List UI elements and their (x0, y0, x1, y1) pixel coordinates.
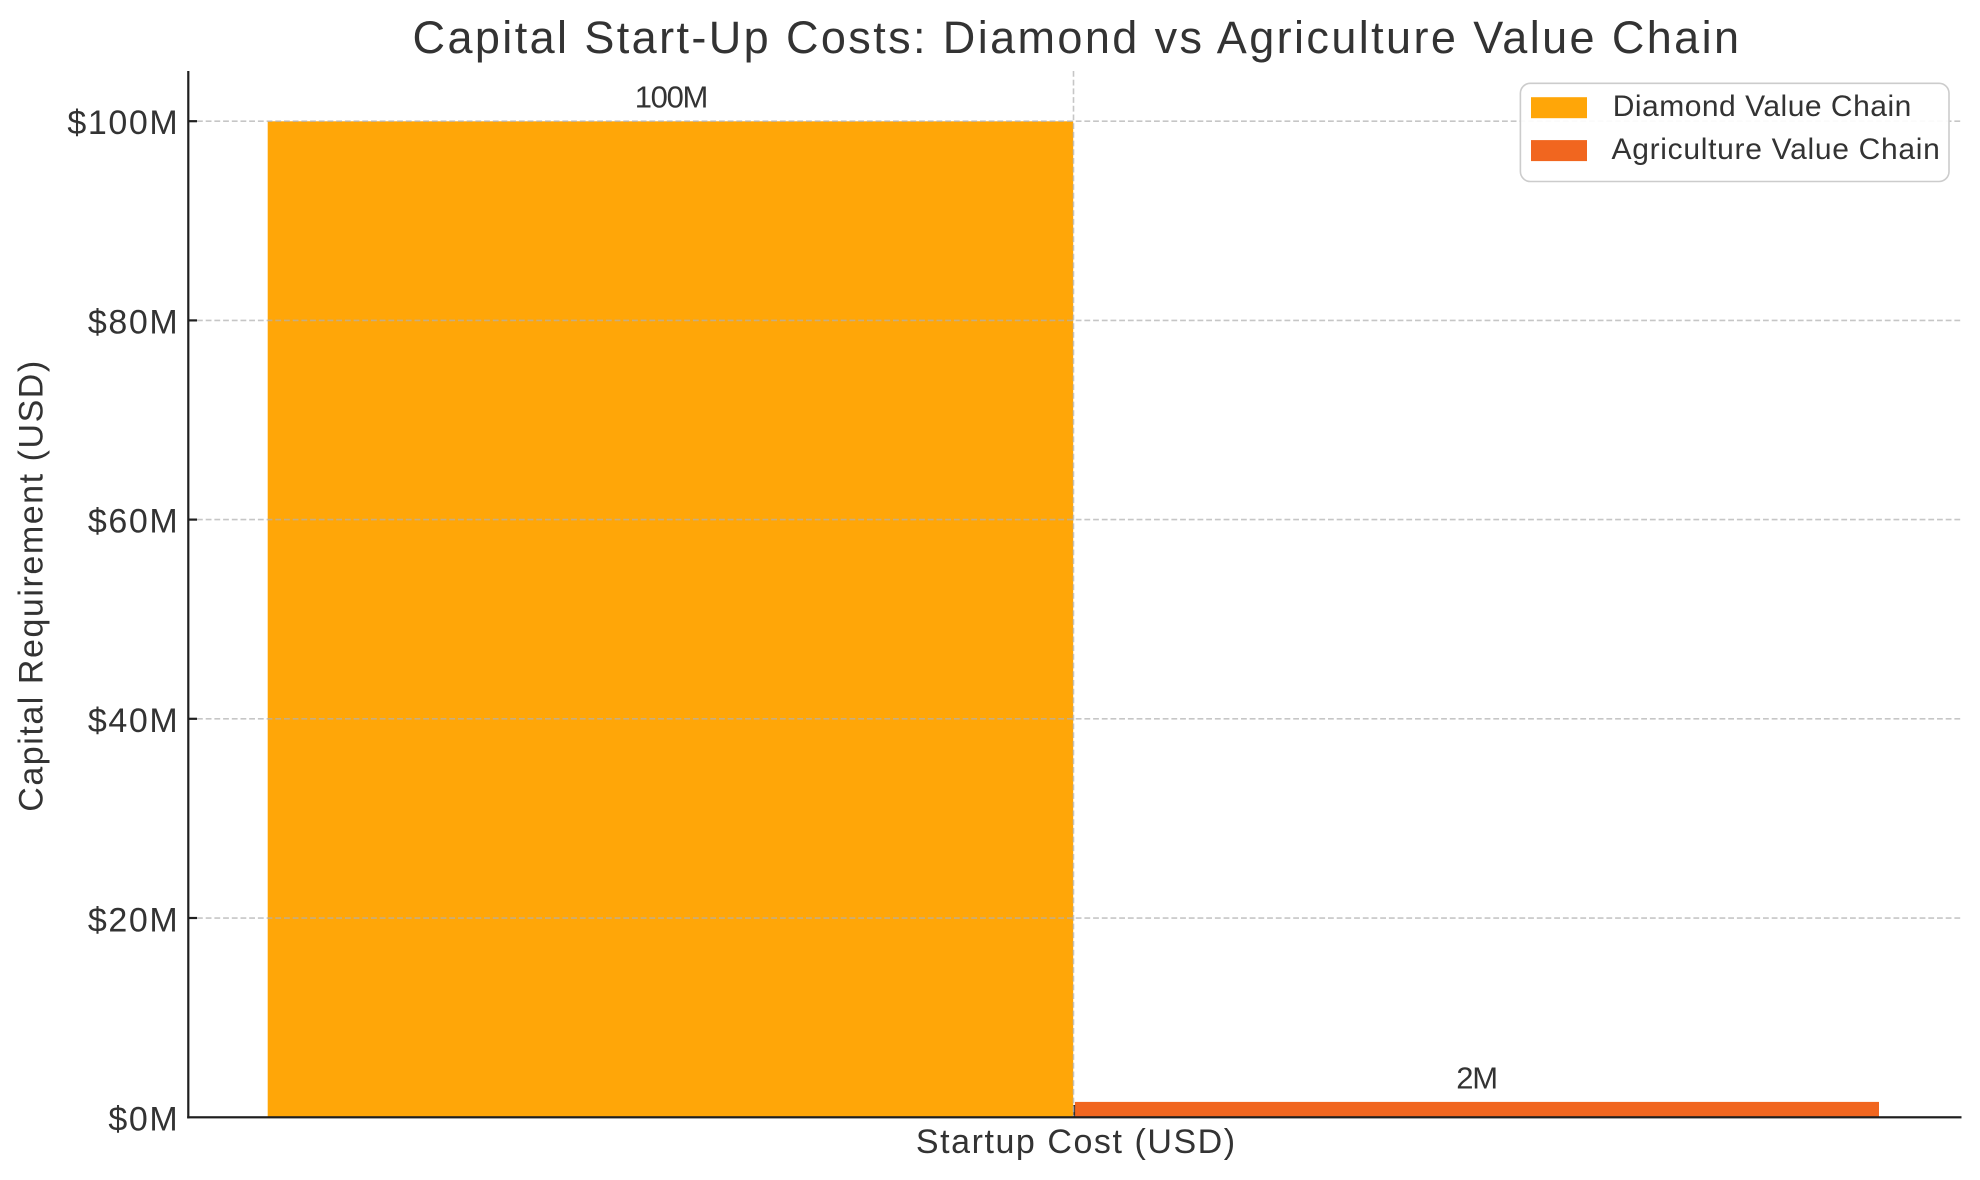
svg-text:$100M: $100M (67, 104, 179, 142)
svg-text:Capital Requirement (USD): Capital Requirement (USD) (13, 359, 51, 812)
svg-text:Startup Cost (USD): Startup Cost (USD) (916, 1123, 1237, 1161)
svg-text:$80M: $80M (88, 303, 179, 341)
svg-text:Diamond Value Chain: Diamond Value Chain (1613, 90, 1912, 123)
svg-text:Capital Start-Up Costs: Diamon: Capital Start-Up Costs: Diamond vs Agric… (413, 12, 1742, 63)
svg-text:$0M: $0M (108, 1101, 179, 1139)
svg-text:$60M: $60M (88, 503, 179, 541)
svg-text:100M: 100M (635, 80, 707, 115)
svg-text:$40M: $40M (88, 702, 179, 740)
svg-text:$20M: $20M (88, 901, 179, 939)
svg-text:2M: 2M (1456, 1061, 1496, 1096)
svg-text:Agriculture Value Chain: Agriculture Value Chain (1612, 133, 1941, 166)
